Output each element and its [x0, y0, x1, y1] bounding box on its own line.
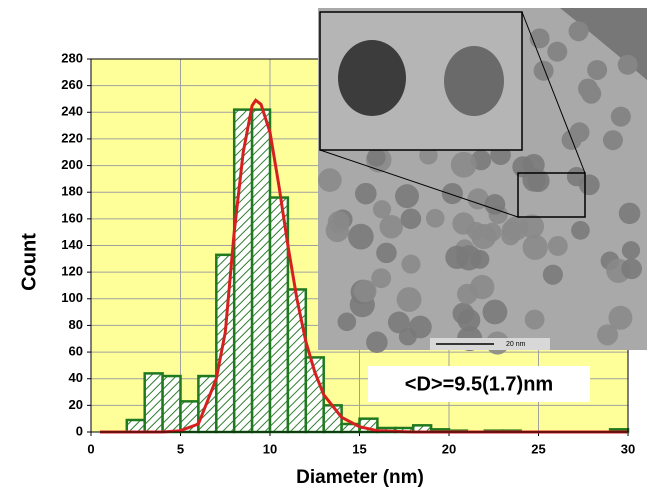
particle	[441, 182, 463, 205]
particle	[621, 241, 641, 260]
y-tick-label: 80	[69, 317, 83, 332]
particle-zoom	[444, 46, 504, 116]
particle	[396, 287, 422, 312]
particle	[610, 106, 631, 127]
bar	[286, 288, 308, 434]
particle	[522, 168, 546, 192]
particle	[348, 223, 374, 250]
particle	[602, 130, 623, 151]
particle	[457, 308, 481, 332]
annotation-box	[368, 366, 590, 402]
x-tick-label: 30	[621, 441, 635, 456]
particle	[587, 59, 608, 80]
particle	[484, 194, 506, 215]
particle-zoom	[338, 40, 406, 116]
particle	[578, 78, 599, 99]
bar	[322, 404, 343, 434]
particle	[371, 268, 392, 289]
particle	[400, 208, 422, 230]
particle	[467, 188, 489, 210]
annotation: <D>=9.5(1.7)nm	[405, 373, 553, 395]
particle	[327, 211, 350, 233]
particle	[376, 242, 397, 264]
particle	[568, 21, 589, 42]
bar	[125, 418, 146, 434]
particle	[547, 236, 568, 256]
y-tick-label: 240	[61, 104, 83, 119]
x-axis-title: Diameter (nm)	[296, 467, 424, 488]
particle	[482, 299, 508, 325]
particle	[395, 184, 419, 209]
x-tick-label: 10	[263, 441, 277, 456]
x-tick-label: 25	[531, 441, 545, 456]
particle	[608, 305, 633, 330]
image-shade	[560, 8, 647, 80]
particle	[366, 331, 388, 353]
particle	[379, 215, 404, 239]
particle	[372, 200, 392, 219]
particle	[501, 226, 520, 246]
y-tick-label: 120	[61, 264, 83, 279]
particle	[353, 279, 377, 303]
y-tick-label: 20	[69, 397, 83, 412]
particle	[597, 324, 619, 346]
particle	[571, 221, 590, 240]
y-tick-label: 280	[61, 50, 83, 65]
particle	[617, 54, 638, 75]
y-tick-label: 200	[61, 157, 83, 172]
particle	[425, 208, 445, 228]
tem-image: 20 nm	[318, 8, 647, 355]
y-tick-label: 220	[61, 130, 83, 145]
particle	[569, 122, 590, 143]
y-tick-label: 180	[61, 184, 83, 199]
zoom-line	[521, 11, 586, 174]
particle	[621, 258, 642, 280]
y-tick-label: 260	[61, 77, 83, 92]
particle	[578, 174, 600, 196]
particle	[354, 182, 377, 205]
particle	[387, 311, 410, 334]
y-tick-label: 100	[61, 290, 83, 305]
particle	[470, 274, 495, 300]
particle	[337, 312, 357, 332]
particle	[520, 214, 545, 239]
bar	[215, 253, 236, 434]
particle	[542, 264, 563, 285]
particle	[318, 168, 342, 192]
particle	[366, 147, 386, 167]
particle	[450, 151, 477, 178]
fit-curve	[100, 98, 628, 434]
bar	[161, 374, 182, 434]
particle	[401, 254, 421, 274]
x-tick-label: 0	[87, 441, 94, 456]
x-tick-label: 15	[352, 441, 366, 456]
bar	[250, 108, 272, 434]
zoom-line	[319, 149, 519, 218]
y-tick-label: 60	[69, 344, 83, 359]
particle	[547, 41, 568, 62]
particle	[456, 245, 482, 271]
particle	[524, 309, 545, 330]
zoom-box	[517, 172, 586, 218]
particle	[533, 60, 554, 81]
y-tick-label: 140	[61, 237, 83, 252]
y-tick-label: 0	[76, 423, 83, 438]
y-tick-label: 160	[61, 210, 83, 225]
particle	[522, 234, 548, 260]
particle	[471, 224, 497, 250]
x-tick-label: 5	[177, 441, 184, 456]
x-tick-label: 20	[442, 441, 456, 456]
y-tick-label: 40	[69, 370, 83, 385]
y-axis-title: Count	[18, 233, 40, 291]
particle	[408, 315, 432, 339]
particle	[618, 202, 641, 225]
particle	[452, 212, 475, 235]
scale-bar-label: 20 nm	[506, 341, 526, 348]
bar	[143, 372, 164, 434]
